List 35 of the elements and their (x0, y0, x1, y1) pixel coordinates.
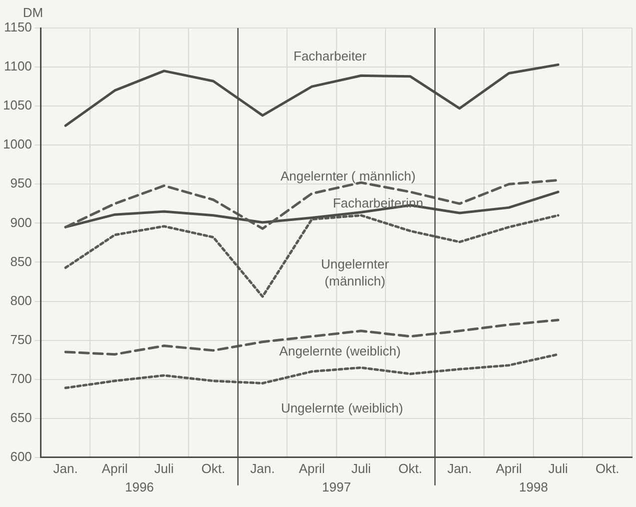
y-tick-label: 1150 (4, 20, 32, 35)
x-tick-label: Jan. (53, 460, 78, 476)
x-tick-label: April (496, 460, 522, 476)
y-axis-title: DM (22, 5, 44, 20)
y-tick-label: 950 (10, 176, 32, 191)
x-tick-label: Jan. (447, 460, 472, 476)
y-tick-label: 800 (10, 292, 32, 308)
x-tick-label: April (102, 460, 128, 476)
text: Ungelernter (männlich) (321, 256, 390, 289)
x-tick-label: Okt. (201, 460, 226, 476)
series-label: Angelernter ( männlich) (280, 168, 416, 184)
y-tick-label: 650 (10, 410, 32, 425)
x-tick-label: Okt. (398, 460, 422, 476)
y-tick-label: 900 (10, 214, 32, 230)
y-tick-label: 1000 (3, 136, 32, 152)
x-tick-label: Juli (154, 460, 174, 476)
y-tick-label: 700 (10, 370, 32, 386)
series-label: Facharbeiter (294, 48, 368, 64)
y-tick-label: 750 (10, 332, 32, 347)
series-label: Facharbeiterinn (332, 196, 424, 211)
text: 1997 (322, 479, 351, 494)
x-tick-label: Okt. (595, 460, 620, 476)
series-label: Ungelernte (weiblich) (280, 400, 404, 416)
text: 1998 (519, 479, 548, 494)
x-tick-label: April (298, 460, 325, 476)
x-tick-label: Jan. (250, 460, 275, 476)
y-tick-label: 850 (10, 254, 32, 269)
text: 1996 (124, 479, 154, 494)
y-tick-label: 600 (10, 448, 32, 464)
y-tick-label: 1050 (3, 98, 32, 113)
series-label: Angelernte (weiblich) (279, 344, 401, 359)
x-tick-label: Juli (351, 460, 371, 476)
line-series (64, 214, 560, 298)
x-tick-label: Juli (548, 460, 568, 476)
y-tick-label: 1100 (4, 58, 32, 74)
